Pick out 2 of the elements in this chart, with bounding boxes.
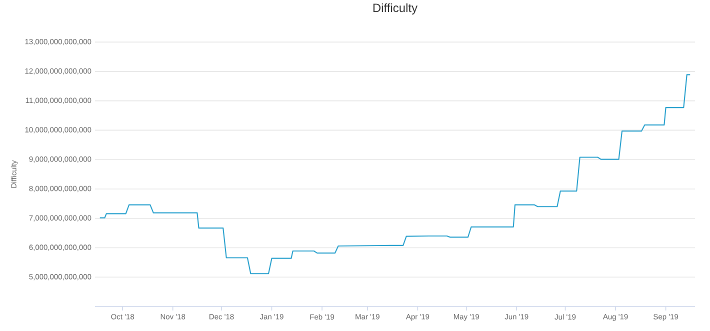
line-series	[99, 74, 691, 274]
chart-title: Difficulty	[373, 4, 418, 15]
